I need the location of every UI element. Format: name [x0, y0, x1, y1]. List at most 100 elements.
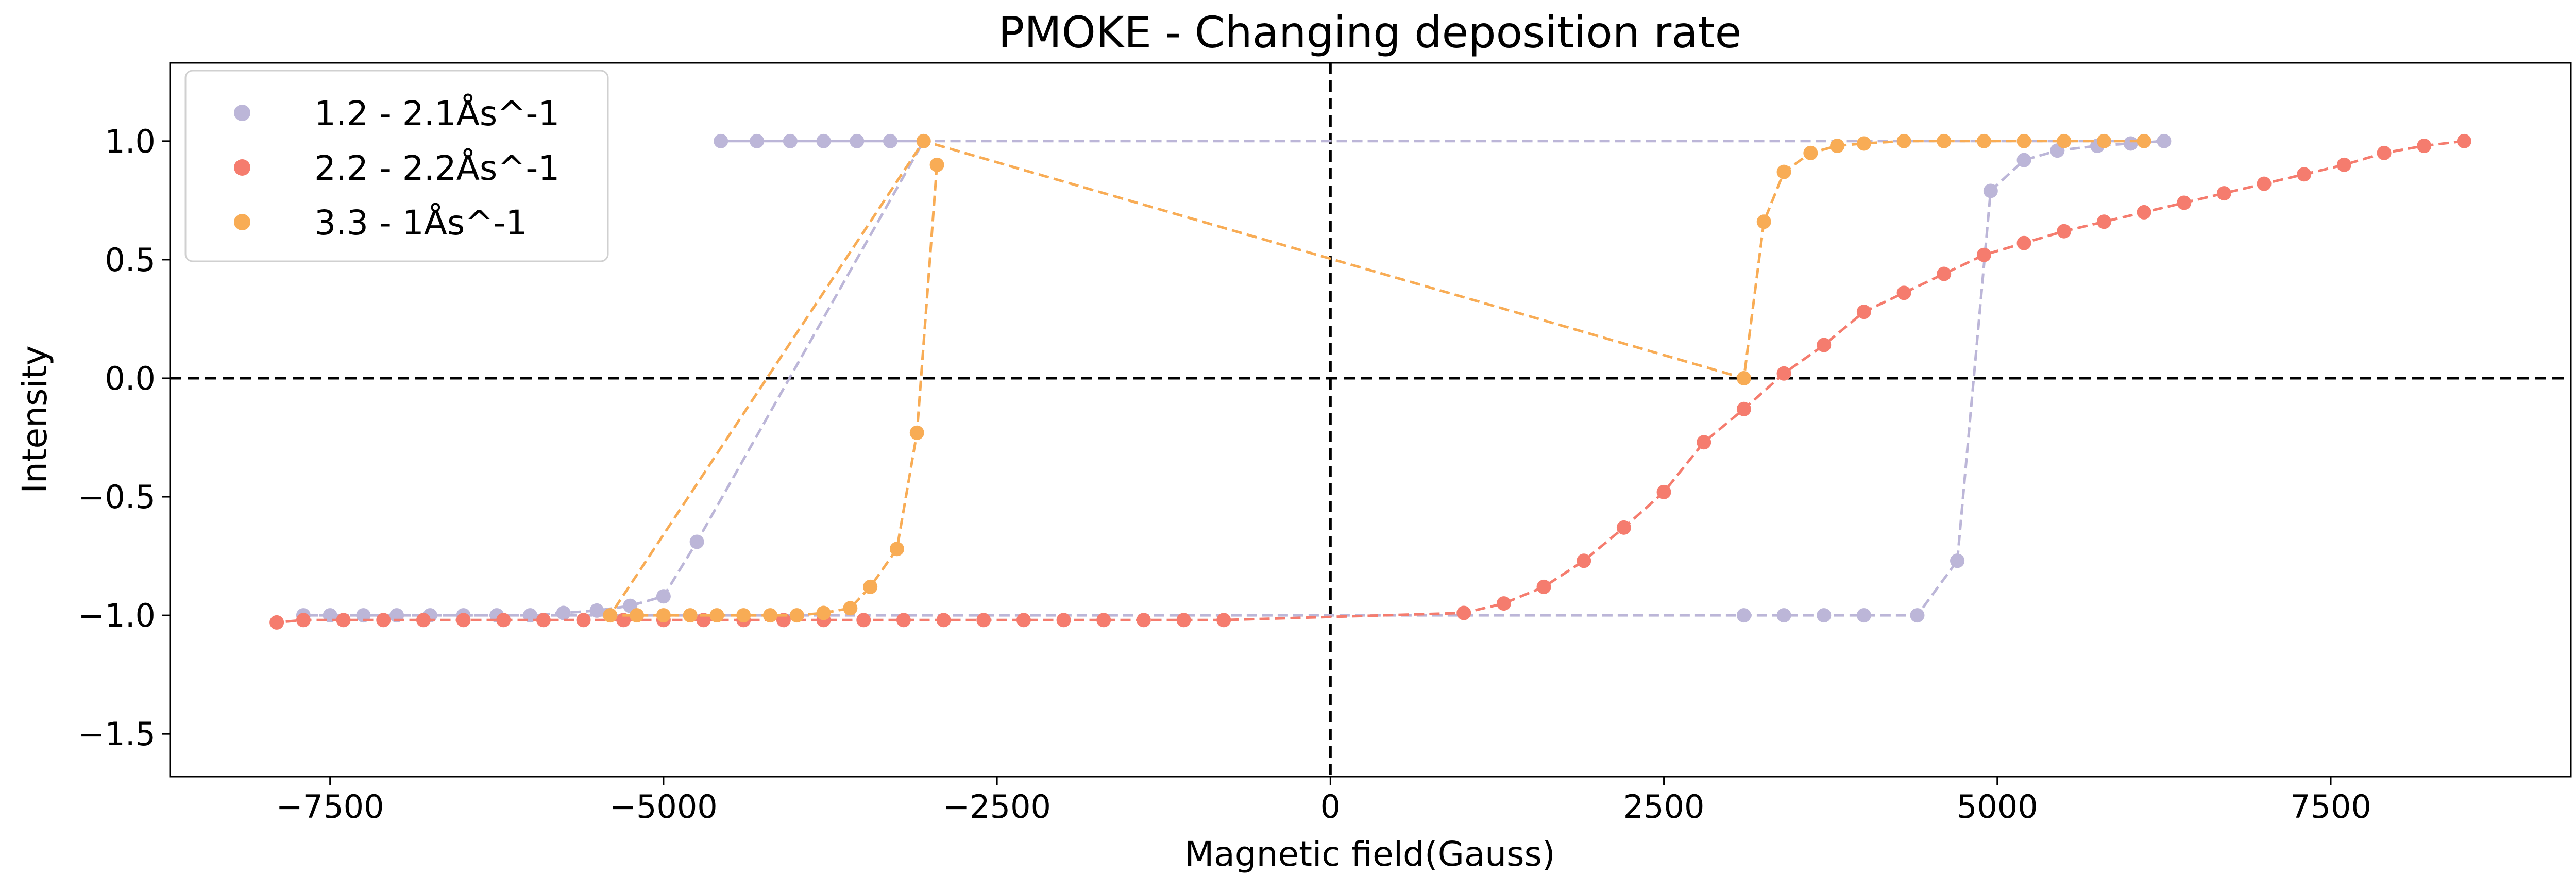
data-point: [1456, 605, 1471, 620]
data-point: [2016, 153, 2031, 167]
legend-marker: [234, 105, 250, 121]
data-point: [1896, 285, 1911, 300]
legend-item: 1.2 - 2.1Ås^-1: [234, 94, 560, 133]
data-point: [1817, 608, 1832, 623]
data-point: [976, 613, 991, 628]
y-tick-label: 0.0: [105, 360, 156, 397]
data-point: [1616, 520, 1631, 535]
data-point: [576, 613, 591, 628]
data-point: [2177, 195, 2192, 210]
data-point: [1736, 371, 1751, 385]
y-tick-label: −1.5: [78, 715, 156, 753]
data-point: [2016, 133, 2031, 148]
data-point: [2096, 214, 2111, 229]
data-point: [630, 608, 645, 623]
data-point: [269, 615, 284, 630]
x-tick-label: −5000: [609, 788, 718, 826]
data-point: [1856, 305, 1871, 319]
series-line: [607, 139, 2144, 617]
data-point: [589, 603, 604, 618]
y-axis-label: Intensity: [15, 345, 55, 493]
data-point: [2257, 176, 2272, 191]
data-point: [2016, 235, 2031, 250]
data-point: [1937, 133, 1952, 148]
reference-lines: [170, 63, 2571, 777]
data-point: [714, 133, 728, 148]
data-point: [456, 613, 471, 628]
data-point: [683, 608, 698, 623]
legend-item: 2.2 - 2.2Ås^-1: [234, 148, 560, 188]
data-point: [2377, 145, 2392, 160]
data-point: [1937, 266, 1952, 281]
data-point: [1976, 133, 1991, 148]
legend-box: [184, 70, 609, 262]
data-point: [1136, 613, 1151, 628]
data-point: [1697, 435, 1711, 450]
data-point: [2216, 186, 2231, 201]
data-point: [556, 605, 571, 620]
legend-label: 2.2 - 2.2Ås^-1: [314, 148, 560, 188]
data-point: [2297, 167, 2312, 182]
data-point: [1817, 338, 1832, 352]
legend-label: 3.3 - 1Ås^-1: [314, 203, 527, 243]
data-point: [816, 605, 831, 620]
x-tick-label: 5000: [1957, 788, 2038, 826]
y-tick-label: 0.5: [105, 241, 156, 279]
data-point: [2057, 133, 2072, 148]
data-point: [656, 608, 671, 623]
data-point: [1536, 579, 1551, 594]
data-point: [536, 613, 551, 628]
data-point: [1736, 608, 1751, 623]
data-point: [1910, 608, 1925, 623]
data-point: [1176, 613, 1191, 628]
data-point: [843, 601, 858, 616]
data-point: [1776, 164, 1791, 179]
data-point: [1216, 613, 1231, 628]
data-point: [2137, 133, 2151, 148]
legend-label: 1.2 - 2.1Ås^-1: [314, 94, 560, 133]
data-point: [1496, 596, 1511, 611]
data-point: [929, 157, 944, 172]
data-point: [1983, 183, 1998, 198]
y-tick-label: −0.5: [78, 478, 156, 516]
data-point: [909, 425, 924, 440]
data-point: [1976, 247, 1991, 262]
data-point: [896, 613, 911, 628]
data-point: [1776, 608, 1791, 623]
data-point: [736, 608, 751, 623]
data-point: [1016, 613, 1031, 628]
data-point: [1756, 214, 1771, 229]
data-point: [816, 133, 831, 148]
data-point: [856, 613, 871, 628]
legend: 1.2 - 2.1Ås^-1 2.2 - 2.2Ås^-1 3.3 - 1Ås^-1: [184, 70, 609, 262]
data-point: [1096, 613, 1111, 628]
data-point: [889, 542, 904, 557]
data-point: [2157, 133, 2172, 148]
data-point: [656, 589, 671, 604]
data-point: [1896, 133, 1911, 148]
data-point: [1950, 553, 1965, 568]
x-tick-label: 2500: [1623, 788, 1705, 826]
x-tick-label: 7500: [2290, 788, 2371, 826]
data-point: [336, 613, 351, 628]
data-point: [763, 608, 777, 623]
data-point: [1856, 136, 1871, 151]
plot-frame: [169, 62, 2572, 778]
y-tick-label: −1.0: [78, 597, 156, 634]
data-point: [936, 613, 951, 628]
x-tick-label: −7500: [276, 788, 384, 826]
x-axis: −7500 −5000 −2500 0 2500 5000 7500: [276, 777, 2371, 826]
data-point: [2057, 224, 2072, 239]
data-point: [603, 608, 618, 623]
chart-title: PMOKE - Changing deposition rate: [998, 7, 1742, 58]
data-point: [916, 133, 931, 148]
data-point: [296, 613, 311, 628]
data-point: [2123, 136, 2138, 151]
y-axis: −1.5 −1.0 −0.5 0.0 0.5 1.0: [78, 123, 170, 753]
data-point: [1656, 484, 1671, 499]
data-point: [863, 579, 878, 594]
legend-marker: [234, 214, 250, 230]
data-point: [1830, 139, 1845, 154]
data-point: [2417, 139, 2432, 154]
data-point: [789, 608, 804, 623]
